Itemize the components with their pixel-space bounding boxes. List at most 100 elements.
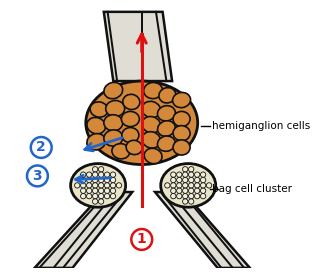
Text: 3: 3 bbox=[33, 169, 42, 183]
Circle shape bbox=[92, 188, 98, 193]
Circle shape bbox=[110, 172, 116, 177]
Circle shape bbox=[131, 229, 152, 250]
Circle shape bbox=[92, 183, 98, 188]
Circle shape bbox=[81, 183, 86, 188]
Circle shape bbox=[104, 183, 110, 188]
Circle shape bbox=[92, 194, 98, 199]
Circle shape bbox=[98, 183, 104, 188]
Circle shape bbox=[31, 137, 52, 158]
Circle shape bbox=[182, 194, 188, 199]
Ellipse shape bbox=[173, 92, 190, 108]
Circle shape bbox=[188, 183, 194, 188]
Circle shape bbox=[104, 177, 110, 183]
Circle shape bbox=[98, 188, 104, 193]
Ellipse shape bbox=[123, 94, 140, 109]
Circle shape bbox=[171, 183, 176, 188]
Circle shape bbox=[81, 188, 86, 193]
Circle shape bbox=[171, 172, 176, 177]
Ellipse shape bbox=[142, 117, 161, 133]
Ellipse shape bbox=[71, 164, 126, 207]
Circle shape bbox=[110, 177, 116, 183]
Circle shape bbox=[92, 172, 98, 177]
Circle shape bbox=[75, 183, 80, 188]
Circle shape bbox=[188, 167, 194, 172]
Circle shape bbox=[188, 188, 194, 193]
Ellipse shape bbox=[87, 134, 106, 150]
Circle shape bbox=[177, 194, 182, 199]
Ellipse shape bbox=[121, 111, 139, 127]
Ellipse shape bbox=[173, 140, 190, 155]
Circle shape bbox=[188, 199, 194, 204]
Ellipse shape bbox=[122, 128, 139, 143]
Ellipse shape bbox=[144, 148, 162, 164]
Circle shape bbox=[188, 172, 194, 177]
Circle shape bbox=[200, 177, 206, 183]
Circle shape bbox=[92, 167, 98, 172]
Circle shape bbox=[81, 172, 86, 177]
Circle shape bbox=[194, 177, 200, 183]
Ellipse shape bbox=[159, 88, 176, 103]
Circle shape bbox=[182, 199, 188, 204]
Ellipse shape bbox=[106, 100, 125, 117]
Circle shape bbox=[98, 177, 104, 183]
Circle shape bbox=[171, 177, 176, 183]
Ellipse shape bbox=[104, 82, 123, 99]
Circle shape bbox=[27, 166, 48, 186]
Circle shape bbox=[98, 167, 104, 172]
Circle shape bbox=[171, 194, 176, 199]
Circle shape bbox=[177, 188, 182, 193]
Circle shape bbox=[81, 194, 86, 199]
Circle shape bbox=[182, 177, 188, 183]
Circle shape bbox=[86, 183, 92, 188]
Circle shape bbox=[104, 172, 110, 177]
Circle shape bbox=[188, 194, 194, 199]
Ellipse shape bbox=[173, 111, 190, 127]
Circle shape bbox=[177, 183, 182, 188]
Polygon shape bbox=[35, 192, 132, 268]
Circle shape bbox=[86, 194, 92, 199]
Circle shape bbox=[194, 183, 200, 188]
Circle shape bbox=[98, 199, 104, 204]
Circle shape bbox=[92, 199, 98, 204]
Circle shape bbox=[171, 188, 176, 193]
Circle shape bbox=[182, 172, 188, 177]
Polygon shape bbox=[155, 192, 250, 268]
Ellipse shape bbox=[87, 117, 106, 134]
Text: 2: 2 bbox=[36, 141, 46, 155]
Circle shape bbox=[194, 172, 200, 177]
Ellipse shape bbox=[104, 130, 123, 146]
Circle shape bbox=[182, 183, 188, 188]
Circle shape bbox=[177, 177, 182, 183]
Circle shape bbox=[200, 183, 206, 188]
Circle shape bbox=[110, 194, 116, 199]
Circle shape bbox=[194, 194, 200, 199]
Ellipse shape bbox=[86, 81, 198, 164]
Circle shape bbox=[165, 183, 170, 188]
Ellipse shape bbox=[112, 144, 130, 159]
Circle shape bbox=[207, 183, 212, 188]
Circle shape bbox=[110, 188, 116, 193]
Ellipse shape bbox=[104, 115, 123, 131]
Text: hemiganglion cells: hemiganglion cells bbox=[212, 121, 310, 131]
Circle shape bbox=[188, 177, 194, 183]
Text: 1: 1 bbox=[137, 232, 147, 246]
Circle shape bbox=[194, 188, 200, 193]
Circle shape bbox=[200, 194, 206, 199]
Circle shape bbox=[200, 188, 206, 193]
Circle shape bbox=[86, 188, 92, 193]
Circle shape bbox=[200, 172, 206, 177]
Circle shape bbox=[104, 188, 110, 193]
Ellipse shape bbox=[157, 121, 175, 136]
Ellipse shape bbox=[161, 164, 216, 207]
Circle shape bbox=[86, 172, 92, 177]
Circle shape bbox=[177, 172, 182, 177]
Circle shape bbox=[92, 177, 98, 183]
Ellipse shape bbox=[142, 132, 161, 148]
Circle shape bbox=[98, 172, 104, 177]
Ellipse shape bbox=[157, 136, 175, 151]
Ellipse shape bbox=[157, 106, 175, 121]
Ellipse shape bbox=[173, 126, 190, 141]
Polygon shape bbox=[104, 12, 172, 81]
Ellipse shape bbox=[90, 102, 108, 117]
Circle shape bbox=[104, 194, 110, 199]
